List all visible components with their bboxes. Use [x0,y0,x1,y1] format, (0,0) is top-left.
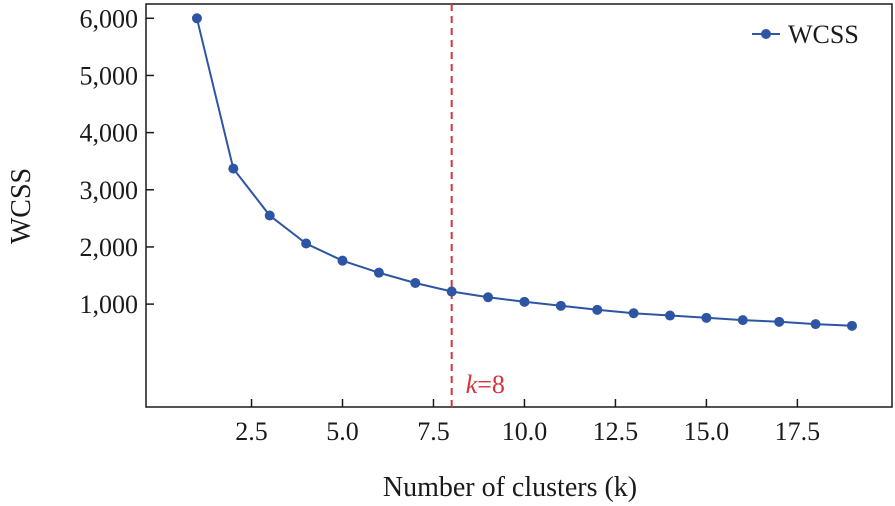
wcss-point-k12 [592,304,603,315]
wcss-point-k18 [810,319,821,330]
y-tick-label: 2,000 [80,233,139,262]
wcss-point-k5 [337,255,348,266]
y-tick-label: 3,000 [80,176,139,205]
wcss-point-k19 [846,320,857,331]
legend-dot-marker [761,29,771,39]
x-tick-label: 2.5 [235,417,268,446]
wcss-series-points [191,13,857,331]
x-tick-label: 12.5 [593,417,639,446]
wcss-series-line [195,18,853,327]
x-tick-label: 5.0 [326,417,359,446]
wcss-point-k9 [483,292,494,303]
wcss-point-k4 [301,238,312,249]
wcss-point-k6 [373,267,384,278]
x-tick-label: 15.0 [684,417,730,446]
wcss-point-k1 [191,13,202,24]
wcss-point-k17 [774,316,785,327]
wcss-point-k14 [665,310,676,321]
wcss-point-k15 [701,312,712,323]
x-tick-label: 7.5 [417,417,450,446]
y-tick-label: 1,000 [80,290,139,319]
x-axis-title: Number of clusters (k) [383,472,637,503]
plot-frame [145,3,893,408]
y-tick-label: 4,000 [80,119,139,148]
y-tick-label: 6,000 [80,4,139,33]
x-axis-ticks: 2.5 5.0 7.5 10.0 12.5 15.0 17.5 [235,399,820,446]
wcss-point-k2 [228,163,239,174]
wcss-point-k3 [264,210,275,221]
legend-label: WCSS [788,20,859,49]
optimal-k-label: k=8 [466,370,505,399]
legend: WCSS [752,20,859,49]
y-axis-title: WCSS [6,168,37,244]
x-tick-label: 10.0 [502,417,548,446]
wcss-point-k7 [410,277,421,288]
wcss-point-k10 [519,296,530,307]
wcss-point-k11 [555,300,566,311]
wcss-point-k13 [628,308,639,319]
wcss-point-k8 [446,286,457,297]
wcss-point-k16 [737,315,748,326]
y-axis-ticks: 1,000 2,000 3,000 4,000 5,000 6,000 [80,4,154,319]
x-tick-label: 17.5 [775,417,821,446]
y-tick-label: 5,000 [80,61,139,90]
